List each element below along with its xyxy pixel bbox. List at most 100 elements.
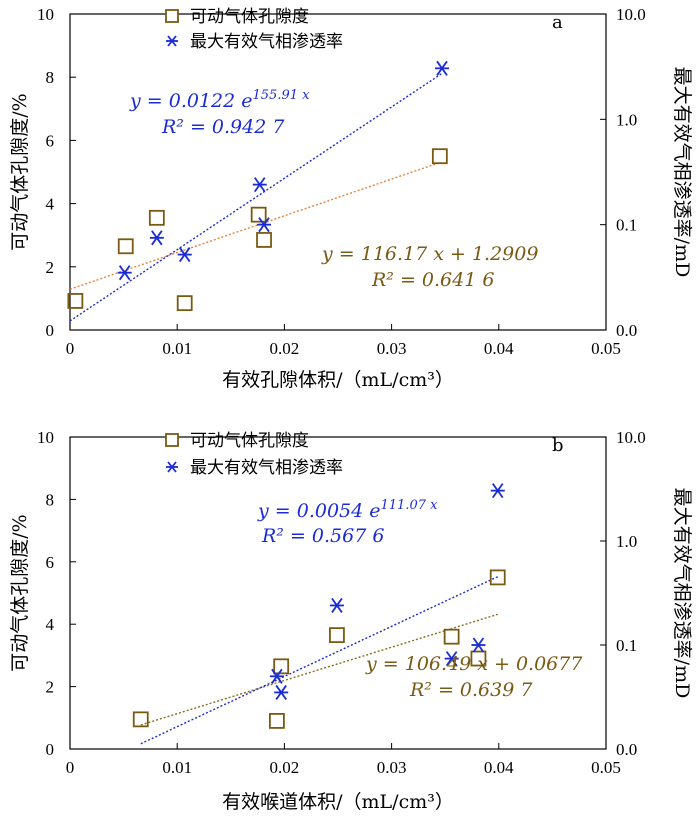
y-left-tick-label: 6 bbox=[46, 131, 55, 150]
y-right-axis-title-a: 最大有效气相渗透率/mD bbox=[671, 67, 693, 278]
permeability-point bbox=[274, 684, 289, 700]
equation-exp-a-main: y = 0.0122 e bbox=[129, 90, 253, 112]
y-left-tick-label: 4 bbox=[46, 195, 55, 214]
x-tick-label: 0.01 bbox=[162, 758, 192, 777]
legend-square-icon bbox=[165, 433, 179, 447]
x-tick-label: 0.04 bbox=[484, 339, 514, 358]
equation-linear-a: y = 116.17 x + 1.2909 bbox=[321, 243, 538, 265]
permeability-point bbox=[444, 651, 459, 667]
porosity-point bbox=[273, 658, 290, 675]
equation-exp-b-main: y = 0.0054 e bbox=[257, 500, 381, 522]
x-tick-labels-b: 0 0.01 0.02 0.03 0.04 0.05 bbox=[66, 758, 621, 777]
permeability-point bbox=[149, 230, 164, 246]
permeability-point bbox=[490, 483, 505, 499]
y-left-tick-label: 10 bbox=[37, 428, 54, 447]
legend-label-permeability: 最大有效气相渗透率 bbox=[190, 32, 343, 52]
permeability-point bbox=[257, 217, 272, 233]
y-right-tick-labels-b: 0.0 0.1 1.0 10.0 bbox=[616, 428, 646, 759]
r2-linear-a: R² = 0.641 6 bbox=[371, 269, 494, 291]
r2-exp-a: R² = 0.942 7 bbox=[161, 116, 285, 138]
permeability-point bbox=[471, 637, 486, 653]
equation-exp-b-exponent: 111.07 x bbox=[381, 498, 439, 513]
legend-label-permeability: 最大有效气相渗透率 bbox=[190, 458, 343, 478]
x-tick-label: 0 bbox=[66, 339, 75, 358]
equation-exp-a-exponent: 155.91 x bbox=[253, 88, 311, 103]
permeability-point bbox=[252, 177, 267, 193]
permeability-point bbox=[117, 265, 132, 281]
y-left-tick-label: 2 bbox=[46, 678, 55, 697]
x-tick-label: 0 bbox=[66, 758, 75, 777]
permeability-point bbox=[177, 247, 192, 263]
porosity-point bbox=[132, 711, 149, 728]
x-tick-label: 0.02 bbox=[270, 758, 300, 777]
permeability-point bbox=[329, 597, 344, 613]
porosity-point bbox=[431, 148, 448, 165]
legend-square-icon bbox=[165, 9, 179, 23]
porosity-point bbox=[443, 628, 460, 645]
y-left-tick-label: 4 bbox=[46, 615, 55, 634]
porosity-point bbox=[470, 650, 487, 667]
x-tick-labels-a: 0 0.01 0.02 0.03 0.04 0.05 bbox=[66, 339, 621, 358]
data-points-a bbox=[67, 60, 449, 312]
y-left-tick-label: 0 bbox=[46, 321, 55, 340]
y-right-tick-label: 0.1 bbox=[616, 636, 637, 655]
legend-b: 可动气体孔隙度 最大有效气相渗透率 bbox=[165, 431, 343, 478]
plot-frame-b bbox=[69, 436, 607, 750]
y-left-axis-title-a: 可动气体孔隙度/% bbox=[9, 93, 31, 250]
y-left-tick-label: 8 bbox=[46, 490, 55, 509]
porosity-point bbox=[67, 293, 84, 309]
panel-letter-a: a bbox=[552, 12, 563, 33]
x-tick-label: 0.03 bbox=[377, 339, 407, 358]
porosity-point bbox=[256, 232, 272, 248]
legend-label-porosity: 可动气体孔隙度 bbox=[190, 431, 309, 451]
linear-trendline bbox=[69, 161, 441, 290]
permeability-point bbox=[434, 60, 449, 76]
x-tick-label: 0.01 bbox=[162, 339, 192, 358]
y-right-tick-label: 10.0 bbox=[616, 428, 646, 447]
data-points-b bbox=[132, 483, 506, 729]
y-left-tick-labels-a: 0 2 4 6 8 10 bbox=[37, 5, 55, 340]
porosity-point bbox=[148, 209, 165, 226]
panel-letter-b: b bbox=[552, 435, 564, 456]
y-right-tick-label: 0.1 bbox=[616, 216, 637, 235]
trendlines-a bbox=[69, 72, 443, 322]
x-axis-title-b: 有效喉道体积/（mL/cm³） bbox=[222, 791, 454, 813]
y-left-tick-label: 2 bbox=[46, 258, 55, 277]
y-right-tick-label: 10.0 bbox=[616, 5, 646, 24]
y-right-tick-label: 0.0 bbox=[616, 321, 637, 340]
y-left-axis-title-b: 可动气体孔隙度/% bbox=[9, 514, 31, 671]
y-right-tick-label: 1.0 bbox=[616, 110, 637, 129]
permeability-point bbox=[269, 668, 284, 684]
y-right-tick-label: 1.0 bbox=[616, 532, 637, 551]
r2-exp-b: R² = 0.567 6 bbox=[261, 525, 384, 547]
panel-b: 0 0.01 0.02 0.03 0.04 0.05 0 2 4 6 8 10 0.0 0.1 1.0 1… bbox=[9, 428, 693, 813]
porosity-point bbox=[489, 569, 506, 586]
y-right-axis-title-b: 最大有效气相渗透率/mD bbox=[671, 488, 693, 699]
porosity-point bbox=[268, 713, 285, 729]
equation-exp-b: y = 0.0054 e111.07 x bbox=[257, 498, 438, 522]
porosity-point bbox=[176, 295, 193, 312]
legend-asterisk-icon bbox=[166, 461, 178, 473]
x-tick-label: 0.05 bbox=[591, 758, 621, 777]
trendlines-b bbox=[140, 576, 499, 745]
y-right-tick-label: 0.0 bbox=[616, 740, 637, 759]
equation-linear-b: y = 106.49 x + 0.0677 bbox=[365, 653, 583, 675]
y-left-tick-label: 6 bbox=[46, 553, 55, 572]
tick-marks-b bbox=[69, 436, 607, 750]
x-tick-label: 0.02 bbox=[270, 339, 300, 358]
r2-linear-b: R² = 0.639 7 bbox=[409, 679, 533, 701]
legend-asterisk-icon bbox=[166, 35, 178, 47]
exponential-trendline bbox=[140, 576, 499, 745]
exponential-trendline bbox=[69, 72, 443, 322]
y-right-tick-labels-a: 0.0 0.1 1.0 10.0 bbox=[616, 5, 646, 340]
legend-label-porosity: 可动气体孔隙度 bbox=[190, 7, 309, 27]
y-left-tick-labels-b: 0 2 4 6 8 10 bbox=[37, 428, 55, 759]
y-left-tick-label: 10 bbox=[37, 5, 54, 24]
equation-exp-a: y = 0.0122 e155.91 x bbox=[129, 88, 310, 112]
plot-frame-a bbox=[69, 13, 607, 331]
tick-marks-a bbox=[69, 13, 607, 331]
x-tick-label: 0.03 bbox=[377, 758, 407, 777]
legend-a: 可动气体孔隙度 最大有效气相渗透率 bbox=[165, 7, 343, 52]
x-tick-label: 0.05 bbox=[591, 339, 621, 358]
